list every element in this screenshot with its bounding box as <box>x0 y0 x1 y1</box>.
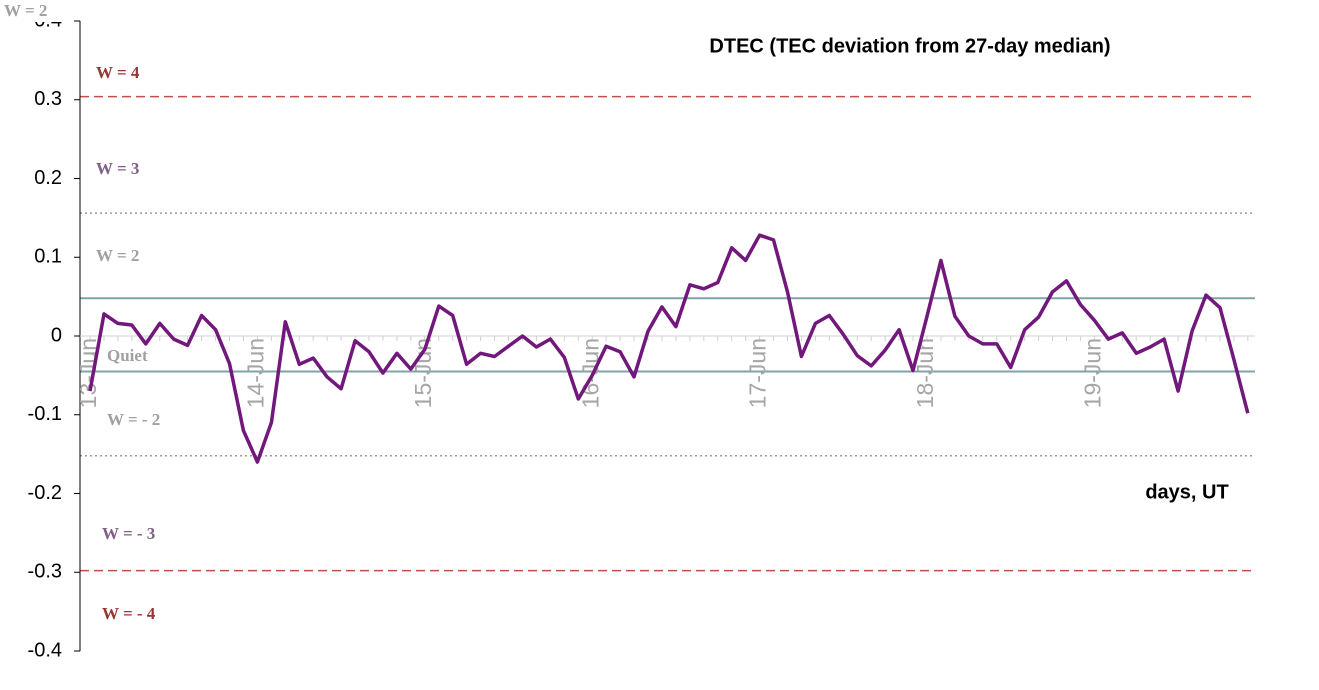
zone-label: W = 2 <box>96 246 139 265</box>
x-tick-label: 19-Jun <box>1079 338 1105 408</box>
zone-label: W = 4 <box>96 63 140 82</box>
y-tick-label: -0.1 <box>28 403 62 425</box>
x-tick-label: 15-Jun <box>410 338 436 408</box>
corner-note: W = 2 <box>4 1 47 20</box>
x-tick-label: 17-Jun <box>745 338 771 408</box>
corner-note-bg <box>0 0 62 22</box>
y-tick-label: -0.4 <box>28 639 62 661</box>
y-tick-label: -0.2 <box>28 482 62 504</box>
y-tick-label: 0 <box>51 324 62 346</box>
x-tick-label: 18-Jun <box>912 338 938 408</box>
x-tick-label: 16-Jun <box>577 338 603 408</box>
zone-label: W = 3 <box>96 159 139 178</box>
y-tick-label: 0.3 <box>34 88 62 110</box>
chart-title: DTEC (TEC deviation from 27-day median) <box>709 35 1110 57</box>
x-axis-label: days, UT <box>1145 481 1228 503</box>
y-tick-label: 0.1 <box>34 246 62 268</box>
zone-label: W = - 4 <box>102 604 156 623</box>
series-line <box>88 233 1250 464</box>
x-tick-label: 14-Jun <box>242 338 268 408</box>
y-tick-label: 0.2 <box>34 167 62 189</box>
zone-label: W = - 3 <box>102 524 155 543</box>
y-tick-label: -0.3 <box>28 561 62 583</box>
zone-label: W = - 2 <box>107 410 160 429</box>
zone-label: Quiet <box>107 346 148 365</box>
